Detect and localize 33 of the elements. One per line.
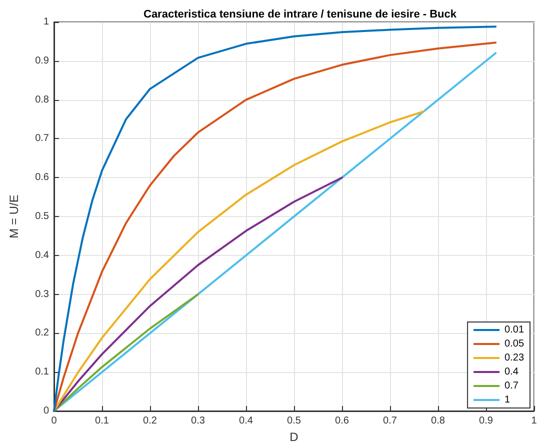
- x-tick-label: 0.4: [239, 416, 254, 426]
- legend-label: 0.05: [504, 338, 524, 350]
- y-tick-label: 0.6: [35, 172, 50, 184]
- legend-label: 1: [504, 394, 511, 406]
- line-series: [53, 110, 425, 412]
- y-tick-label: 0.9: [35, 55, 50, 66]
- x-tick-label: 0: [51, 416, 58, 426]
- y-tick-label: 0.5: [35, 211, 50, 222]
- y-tick-label: 0.4: [35, 250, 50, 261]
- x-tick-label: 0.7: [383, 416, 398, 426]
- y-tick-label: 0.7: [35, 133, 50, 144]
- x-tick-label: 0.1: [95, 416, 110, 426]
- y-tick-label: 0.1: [35, 366, 50, 378]
- legend-label: 0.01: [504, 324, 524, 336]
- x-tick-label: 0.2: [143, 416, 158, 426]
- y-tick-label: 0.2: [35, 328, 50, 339]
- x-axis-title: D: [290, 430, 299, 444]
- y-tick-label: 1: [43, 16, 50, 28]
- y-tick-label: 0.3: [35, 288, 50, 300]
- x-tick-label: 0.3: [191, 416, 206, 426]
- x-tick-label: 0.5: [287, 416, 302, 426]
- legend-label: 0.4: [504, 366, 519, 378]
- x-tick-label: 0.9: [479, 416, 494, 426]
- legend-label: 0.7: [504, 380, 519, 392]
- chart-title: Caracteristica tensiune de intrare / tenisune de iesire - Buck: [143, 8, 458, 20]
- legend-label: 0.23: [504, 352, 524, 364]
- y-tick-label: 0.8: [35, 94, 50, 106]
- y-axis-title: M = U/E: [7, 194, 21, 238]
- y-tick-label: 0: [43, 406, 50, 416]
- x-tick-label: 1: [531, 416, 538, 426]
- line-series: [53, 176, 343, 412]
- x-tick-label: 0.8: [431, 416, 446, 426]
- x-tick-label: 0.6: [335, 416, 350, 426]
